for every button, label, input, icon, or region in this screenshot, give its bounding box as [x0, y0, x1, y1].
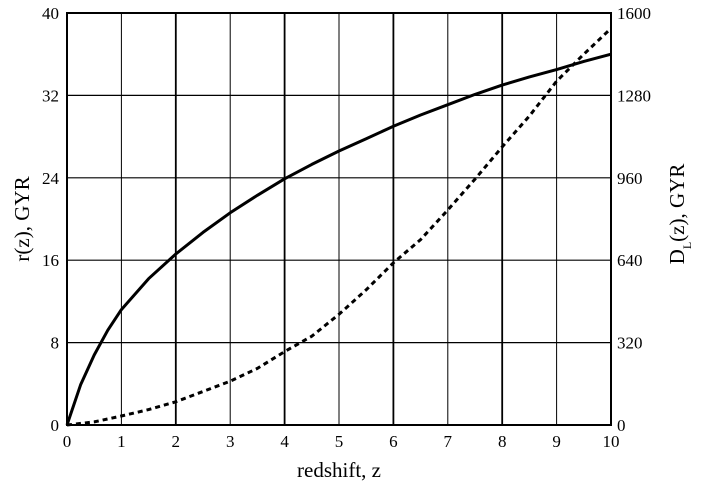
x-tick-label: 5: [335, 432, 344, 451]
x-tick-label: 8: [498, 432, 507, 451]
x-tick-label: 2: [172, 432, 181, 451]
x-tick-label: 6: [389, 432, 398, 451]
y-right-label-subscript: L: [680, 242, 694, 249]
y-left-tick-label: 40: [42, 4, 59, 23]
x-tick-label: 0: [63, 432, 72, 451]
y-left-tick-label: 32: [42, 86, 59, 105]
x-tick-label: 7: [444, 432, 453, 451]
y-right-tick-label: 1600: [617, 4, 651, 23]
x-tick-label: 1: [117, 432, 126, 451]
y-right-label-suffix: (z), GYR: [665, 164, 689, 242]
y-left-axis-label: r(z), GYR: [10, 176, 34, 261]
series-line-dl: [66, 27, 613, 427]
y-left-tick-label: 16: [42, 251, 59, 270]
y-right-tick-label: 320: [617, 334, 643, 353]
plot-frame: [66, 12, 612, 426]
y-right-tick-label: 960: [617, 169, 643, 188]
y-right-label-prefix: D: [665, 249, 689, 264]
y-right-tick-label: 640: [617, 251, 643, 270]
series-layer: [65, 27, 613, 427]
y-right-tick-label: 0: [617, 416, 626, 435]
y-right-tick-label: 1280: [617, 86, 651, 105]
y-left-tick-label: 0: [51, 416, 60, 435]
y-left-tick-label: 24: [42, 169, 60, 188]
x-tick-label: 3: [226, 432, 235, 451]
x-tick-label: 9: [552, 432, 561, 451]
x-tick-label: 10: [603, 432, 620, 451]
x-tick-label: 4: [280, 432, 289, 451]
y-right-axis-label: DL(z), GYR: [665, 164, 694, 265]
grid: [67, 13, 611, 425]
y-left-tick-label: 8: [51, 334, 60, 353]
series-line-r: [65, 52, 612, 426]
x-axis-label: redshift, z: [297, 458, 381, 482]
